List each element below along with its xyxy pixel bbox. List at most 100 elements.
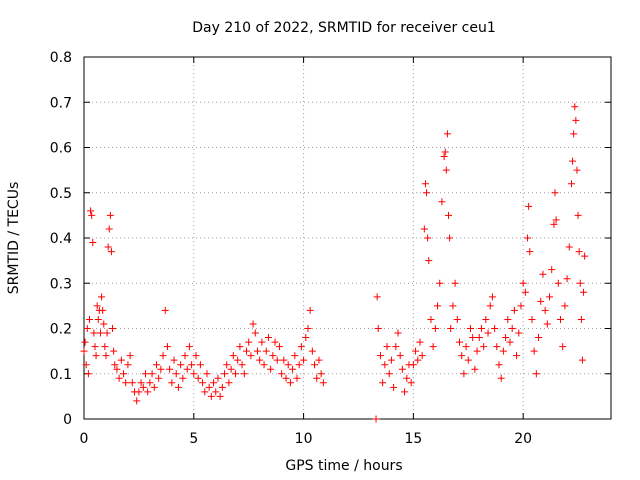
data-point <box>99 306 107 314</box>
data-point <box>574 211 582 219</box>
data-point <box>453 315 461 323</box>
data-point <box>306 306 314 314</box>
data-point <box>238 361 246 369</box>
data-point <box>497 374 505 382</box>
data-point <box>247 352 255 360</box>
data-point <box>570 130 578 138</box>
data-point <box>414 356 422 364</box>
data-point <box>150 383 158 391</box>
data-point <box>519 279 527 287</box>
data-point <box>185 343 193 351</box>
data-point <box>447 325 455 332</box>
data-point <box>120 370 128 378</box>
data-point <box>502 334 510 342</box>
y-tick-label: 0.2 <box>50 322 72 338</box>
data-point <box>126 352 134 360</box>
data-point <box>221 370 229 378</box>
y-axis-label: SRMTID / TECUs <box>6 182 22 295</box>
data-point <box>293 374 301 382</box>
data-point <box>427 315 435 323</box>
data-point <box>155 374 163 382</box>
data-point <box>471 365 479 373</box>
data-point <box>190 370 198 378</box>
data-point <box>561 302 569 310</box>
data-point <box>91 343 99 351</box>
data-point <box>469 334 477 342</box>
data-point <box>438 198 446 206</box>
data-point <box>488 293 496 301</box>
data-point <box>88 211 96 219</box>
data-point <box>223 361 231 369</box>
y-tick-label: 0.5 <box>50 186 72 202</box>
data-point <box>374 325 382 332</box>
data-point <box>249 320 257 328</box>
data-point <box>291 352 299 360</box>
data-point <box>227 365 235 373</box>
data-point <box>473 347 481 355</box>
data-point <box>392 343 400 351</box>
data-point <box>464 356 472 364</box>
data-point <box>240 370 248 378</box>
data-point <box>89 239 97 247</box>
data-point <box>390 383 398 391</box>
data-point <box>109 325 117 332</box>
data-point <box>524 234 532 242</box>
data-point <box>236 343 244 351</box>
data-point <box>278 370 286 378</box>
data-point <box>451 279 459 287</box>
data-point <box>409 361 417 369</box>
data-point <box>530 347 538 355</box>
data-point <box>554 279 562 287</box>
data-point <box>205 383 213 391</box>
data-point <box>141 370 149 378</box>
grid-lines <box>84 57 611 419</box>
data-point <box>256 356 264 364</box>
data-point <box>556 315 564 323</box>
axis-ticks: 0 0.1 0.2 0.3 0.4 0.5 0.6 0.7 0.8 0 5 10 15 20 <box>50 50 611 447</box>
data-point <box>103 329 111 337</box>
data-point <box>571 103 579 111</box>
data-point <box>229 352 237 360</box>
data-point <box>441 148 449 156</box>
data-point <box>181 352 189 360</box>
data-point <box>418 352 426 360</box>
data-point <box>245 338 253 346</box>
data-point <box>559 343 567 351</box>
data-point <box>302 334 310 342</box>
y-tick-label: 0.1 <box>50 367 72 383</box>
y-tick-label: 0.4 <box>50 231 72 247</box>
data-point <box>573 166 581 174</box>
data-point <box>480 343 488 351</box>
data-point <box>515 329 523 337</box>
data-point <box>484 329 492 337</box>
data-point <box>269 352 277 360</box>
data-point <box>188 361 196 369</box>
data-point <box>163 343 171 351</box>
data-point <box>381 361 389 369</box>
data-point <box>495 361 503 369</box>
y-tick-label: 0.6 <box>50 141 72 157</box>
data-point <box>297 343 305 351</box>
data-point <box>446 234 454 242</box>
data-point <box>442 166 450 174</box>
data-point <box>387 356 395 364</box>
data-point <box>98 293 106 301</box>
data-point <box>491 325 499 332</box>
data-point <box>313 374 321 382</box>
data-point <box>577 315 585 323</box>
data-point <box>508 325 516 332</box>
data-point <box>260 361 268 369</box>
data-point <box>373 293 381 301</box>
data-point <box>477 325 485 332</box>
data-point <box>286 379 294 387</box>
data-point <box>376 352 384 360</box>
data-point <box>106 211 114 219</box>
data-point <box>517 302 525 310</box>
data-point <box>93 302 101 310</box>
data-point <box>225 379 233 387</box>
data-point <box>416 338 424 346</box>
data-point <box>563 275 571 283</box>
data-point <box>445 211 453 219</box>
data-point <box>425 257 433 265</box>
data-point <box>475 334 483 342</box>
